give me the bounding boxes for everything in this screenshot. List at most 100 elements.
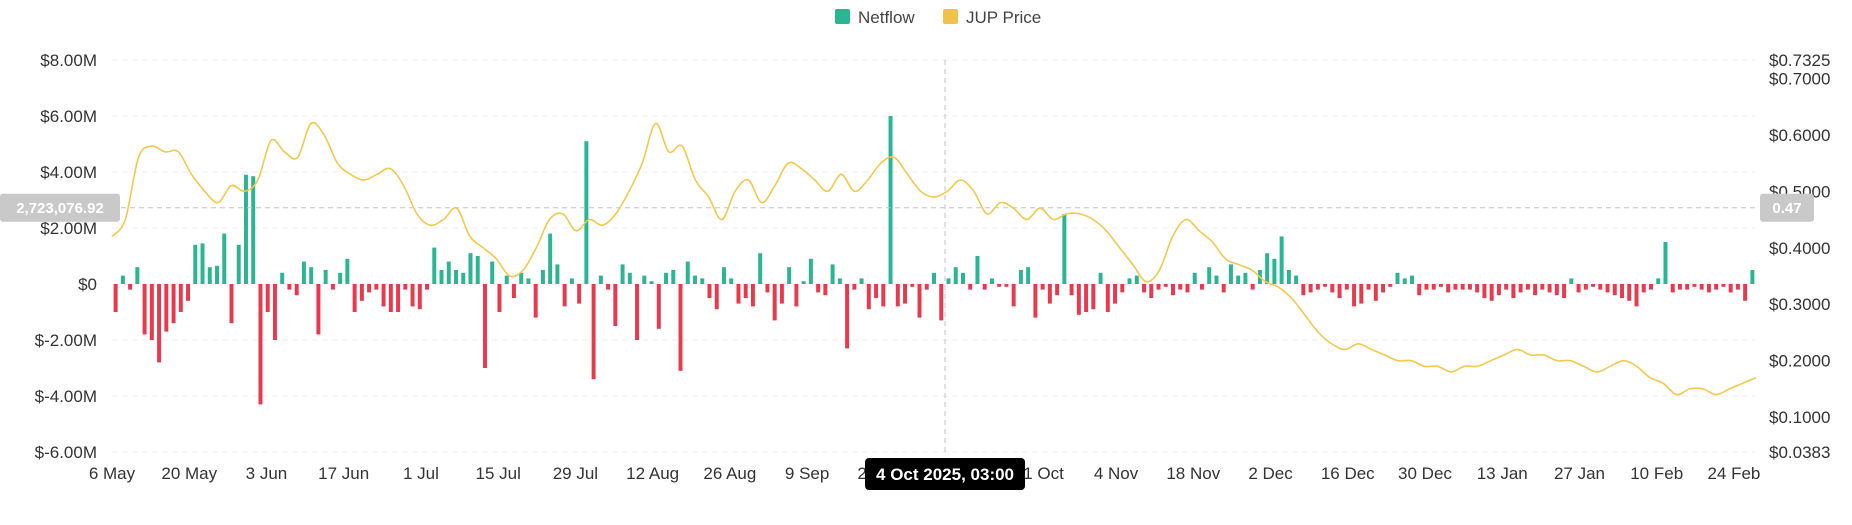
netflow-bar[interactable]: [917, 284, 922, 318]
netflow-bar[interactable]: [1598, 284, 1603, 290]
netflow-bar[interactable]: [750, 284, 755, 307]
netflow-bar[interactable]: [1438, 284, 1443, 287]
netflow-bar[interactable]: [1453, 284, 1458, 290]
netflow-bar[interactable]: [519, 272, 524, 284]
netflow-bar[interactable]: [1525, 284, 1530, 290]
netflow-bar[interactable]: [1482, 284, 1487, 298]
netflow-bar[interactable]: [1699, 284, 1704, 290]
netflow-bar[interactable]: [1402, 278, 1407, 284]
netflow-bar[interactable]: [1286, 270, 1291, 284]
netflow-bar[interactable]: [1185, 284, 1190, 293]
netflow-bar[interactable]: [388, 284, 393, 312]
netflow-bar[interactable]: [982, 284, 987, 290]
netflow-bar[interactable]: [1040, 284, 1045, 290]
netflow-bar[interactable]: [1605, 284, 1610, 293]
netflow-bar[interactable]: [635, 284, 640, 340]
netflow-bar[interactable]: [120, 275, 125, 284]
netflow-bar[interactable]: [207, 267, 212, 284]
netflow-bar[interactable]: [910, 284, 915, 287]
netflow-bar[interactable]: [1663, 242, 1668, 284]
netflow-bar[interactable]: [591, 284, 596, 380]
netflow-bar[interactable]: [1062, 214, 1067, 284]
netflow-bar[interactable]: [693, 275, 697, 284]
netflow-bar[interactable]: [1554, 284, 1559, 296]
netflow-bar[interactable]: [1134, 275, 1139, 284]
netflow-bar[interactable]: [142, 284, 147, 335]
netflow-bar[interactable]: [1337, 284, 1342, 298]
netflow-bar[interactable]: [272, 284, 277, 340]
netflow-bar[interactable]: [1011, 284, 1016, 307]
netflow-bar[interactable]: [613, 284, 618, 326]
netflow-bar[interactable]: [359, 284, 364, 301]
netflow-bar[interactable]: [439, 270, 444, 284]
netflow-bar[interactable]: [664, 272, 669, 284]
netflow-bar[interactable]: [1627, 284, 1632, 301]
netflow-bar[interactable]: [1033, 284, 1038, 318]
netflow-bar[interactable]: [1641, 284, 1646, 293]
netflow-bar[interactable]: [1163, 284, 1168, 287]
netflow-bar[interactable]: [569, 278, 574, 284]
netflow-bar[interactable]: [823, 284, 828, 296]
netflow-bar[interactable]: [1750, 270, 1755, 284]
netflow-bar[interactable]: [294, 284, 299, 296]
netflow-bar[interactable]: [627, 272, 632, 284]
netflow-bar[interactable]: [1026, 267, 1031, 284]
netflow-bar[interactable]: [562, 284, 567, 307]
netflow-bar[interactable]: [461, 272, 466, 284]
netflow-bar[interactable]: [374, 284, 379, 290]
netflow-bar[interactable]: [243, 174, 248, 284]
netflow-bar[interactable]: [1721, 284, 1726, 287]
netflow-bar[interactable]: [1344, 284, 1349, 290]
netflow-bar[interactable]: [330, 284, 335, 290]
netflow-bar[interactable]: [939, 284, 944, 321]
netflow-bar[interactable]: [1685, 284, 1690, 290]
netflow-bar[interactable]: [1460, 284, 1465, 290]
netflow-bar[interactable]: [1504, 284, 1509, 290]
netflow-bar[interactable]: [1250, 284, 1255, 290]
netflow-bar[interactable]: [323, 270, 328, 284]
netflow-bar[interactable]: [1446, 284, 1451, 293]
netflow-bar[interactable]: [1677, 284, 1682, 290]
netflow-bar[interactable]: [555, 264, 560, 284]
netflow-bar[interactable]: [403, 284, 408, 290]
netflow-bar[interactable]: [482, 284, 487, 368]
netflow-bar[interactable]: [1366, 284, 1371, 290]
netflow-bar[interactable]: [1489, 284, 1494, 301]
netflow-bar[interactable]: [787, 267, 792, 284]
netflow-bar[interactable]: [946, 278, 951, 284]
netflow-bar[interactable]: [866, 284, 871, 310]
netflow-bar[interactable]: [1649, 284, 1653, 290]
netflow-bar[interactable]: [215, 265, 219, 284]
price-line[interactable]: [111, 121, 1757, 396]
netflow-bar[interactable]: [960, 272, 965, 284]
netflow-bar[interactable]: [997, 284, 1002, 287]
netflow-bar[interactable]: [1055, 284, 1060, 296]
netflow-bar[interactable]: [1279, 236, 1284, 284]
netflow-bar[interactable]: [178, 284, 183, 312]
netflow-bar[interactable]: [236, 244, 241, 284]
netflow-bar[interactable]: [656, 284, 661, 329]
netflow-bar[interactable]: [1743, 284, 1748, 301]
netflow-bar[interactable]: [1192, 272, 1197, 284]
netflow-bar[interactable]: [432, 247, 437, 284]
netflow-bar[interactable]: [989, 278, 994, 284]
netflow-bar[interactable]: [1424, 284, 1429, 290]
netflow-bar[interactable]: [765, 284, 770, 293]
netflow-bar[interactable]: [1149, 284, 1154, 298]
netflow-bar[interactable]: [1714, 284, 1719, 290]
netflow-bar[interactable]: [932, 272, 936, 284]
netflow-bar[interactable]: [504, 275, 509, 284]
netflow-bar[interactable]: [1214, 275, 1219, 284]
netflow-bar[interactable]: [1265, 253, 1270, 284]
netflow-bar[interactable]: [1388, 284, 1393, 287]
netflow-bar[interactable]: [309, 267, 314, 284]
netflow-bar[interactable]: [1004, 284, 1009, 287]
netflow-bar[interactable]: [620, 264, 625, 284]
netflow-bar[interactable]: [1562, 284, 1567, 298]
netflow-bar[interactable]: [1692, 284, 1697, 287]
netflow-bar[interactable]: [1127, 278, 1132, 284]
netflow-bar[interactable]: [584, 141, 589, 284]
netflow-bar[interactable]: [1199, 284, 1204, 290]
netflow-bar[interactable]: [779, 284, 784, 304]
netflow-bar[interactable]: [454, 270, 458, 284]
